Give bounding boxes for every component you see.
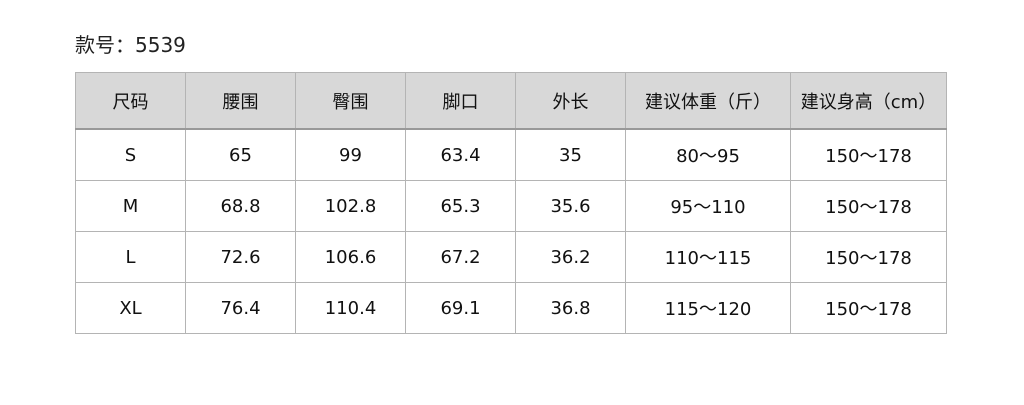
column-header: 脚口	[405, 72, 516, 130]
table-cell: 80～95	[625, 128, 791, 181]
column-header: 尺码	[75, 72, 186, 130]
table-cell: 63.4	[405, 128, 516, 181]
table-cell: 69.1	[405, 282, 516, 334]
table-cell: 150～178	[790, 180, 947, 232]
table-cell: 95～110	[625, 180, 791, 232]
table-cell: 76.4	[185, 282, 296, 334]
table-cell: 115～120	[625, 282, 791, 334]
header-row: 尺码 腰围 臀围 脚口 外长 建议体重（斤） 建议身高（cm）	[75, 72, 947, 130]
table-cell: 72.6	[185, 231, 296, 283]
table-cell: M	[75, 180, 186, 232]
table-cell: 35	[515, 128, 626, 181]
table-cell: 65.3	[405, 180, 516, 232]
size-chart-table: 尺码 腰围 臀围 脚口 外长 建议体重（斤） 建议身高（cm） S 65 99 63.4 35 80～…	[75, 72, 947, 334]
table-row: XL 76.4 110.4 69.1 36.8 115～120 150～178	[75, 282, 947, 334]
column-header: 腰围	[185, 72, 296, 130]
column-header: 建议体重（斤）	[625, 72, 791, 130]
table-cell: 36.2	[515, 231, 626, 283]
table-cell: 150～178	[790, 128, 947, 181]
table-cell: 99	[295, 128, 406, 181]
table-cell: L	[75, 231, 186, 283]
table-row: S 65 99 63.4 35 80～95 150～178	[75, 128, 947, 181]
table-cell: 110.4	[295, 282, 406, 334]
table-cell: 68.8	[185, 180, 296, 232]
table-cell: XL	[75, 282, 186, 334]
column-header: 建议身高（cm）	[790, 72, 947, 130]
table-cell: 36.8	[515, 282, 626, 334]
column-header: 臀围	[295, 72, 406, 130]
table-cell: 35.6	[515, 180, 626, 232]
table-row: M 68.8 102.8 65.3 35.6 95～110 150～178	[75, 180, 947, 232]
table-cell: 110～115	[625, 231, 791, 283]
table-cell: 102.8	[295, 180, 406, 232]
table-cell: 65	[185, 128, 296, 181]
column-header: 外长	[515, 72, 626, 130]
table-cell: 67.2	[405, 231, 516, 283]
table-cell: S	[75, 128, 186, 181]
style-number-title: 款号：5539	[75, 33, 186, 57]
table-row: L 72.6 106.6 67.2 36.2 110～115 150～178	[75, 231, 947, 283]
table-cell: 106.6	[295, 231, 406, 283]
table-cell: 150～178	[790, 231, 947, 283]
table-cell: 150～178	[790, 282, 947, 334]
